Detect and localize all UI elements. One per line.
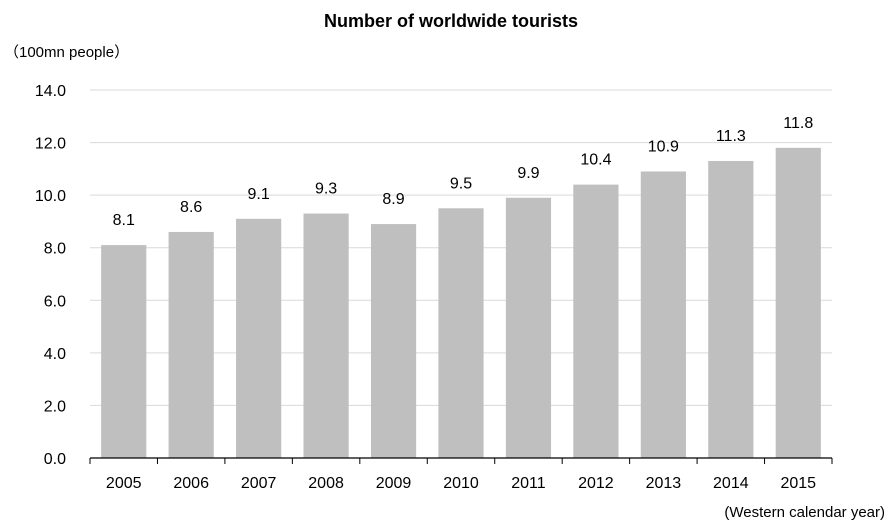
- data-label: 9.1: [248, 186, 270, 203]
- bar: [370, 224, 417, 458]
- x-tick-label: 2015: [780, 475, 816, 492]
- x-tick-labels: 2005 2006 2007 2008 2009 2010 2011 2012 2013 2014…: [106, 475, 816, 492]
- x-tick-label: 2006: [173, 475, 209, 492]
- x-tick-label: 2011: [511, 475, 546, 492]
- x-tick-label: 2005: [106, 475, 142, 492]
- y-tick-labels: 0.0 2.0 4.0 6.0 8.0 10.0 12.0 14.0: [35, 83, 66, 468]
- bar: [101, 245, 147, 458]
- data-label: 8.6: [180, 199, 202, 216]
- bar: [573, 184, 619, 458]
- data-label: 8.9: [382, 191, 404, 208]
- bar: [438, 208, 484, 458]
- data-label: 9.5: [450, 175, 472, 192]
- bar: [236, 218, 282, 458]
- y-tick-label: 14.0: [35, 83, 66, 100]
- x-tick-label: 2007: [241, 475, 277, 492]
- bar: [303, 213, 349, 458]
- chart-title: Number of worldwide tourists: [324, 11, 578, 31]
- data-label: 10.4: [580, 152, 611, 169]
- x-tick-label: 2009: [376, 475, 412, 492]
- y-tick-label: 2.0: [44, 398, 66, 415]
- bar: [775, 147, 821, 459]
- x-tick-label: 2008: [308, 475, 344, 492]
- y-axis-unit-label: （100mn people）: [4, 44, 129, 61]
- data-label: 9.9: [517, 165, 539, 182]
- data-label: 8.1: [113, 212, 135, 229]
- x-tick-label: 2014: [713, 475, 749, 492]
- x-axis-unit-label: (Western calendar year): [724, 504, 885, 521]
- bar: [640, 171, 686, 458]
- data-label: 9.3: [315, 181, 337, 198]
- data-label: 10.9: [648, 138, 679, 155]
- x-axis: [89, 457, 833, 464]
- x-tick-label: 2010: [443, 475, 479, 492]
- data-label: 11.8: [783, 115, 813, 132]
- bar: [168, 231, 214, 458]
- y-tick-label: 10.0: [35, 188, 66, 205]
- bar: [505, 197, 552, 458]
- y-tick-label: 12.0: [35, 136, 66, 153]
- data-labels: 8.1 8.6 9.1 9.3 8.9 9.5 9.9 10.4 10.9 11.3 11.8: [113, 115, 814, 229]
- y-tick-label: 6.0: [44, 293, 66, 310]
- y-tick-label: 0.0: [44, 451, 66, 468]
- x-tick-label: 2013: [646, 475, 682, 492]
- y-tick-label: 4.0: [44, 346, 66, 363]
- x-tick-label: 2012: [578, 475, 614, 492]
- y-tick-label: 8.0: [44, 241, 66, 258]
- data-label: 11.3: [716, 128, 746, 145]
- bars: [101, 147, 821, 459]
- bar: [708, 160, 754, 458]
